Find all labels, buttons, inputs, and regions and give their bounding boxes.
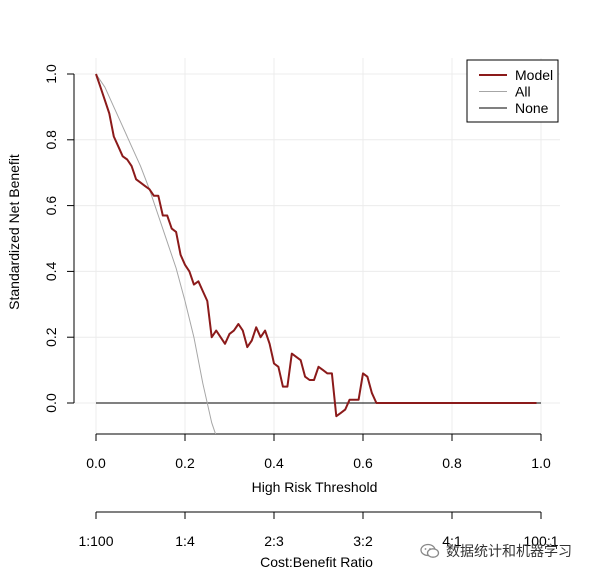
- x-tick-label-1: 0.2: [175, 455, 195, 471]
- y-tick-label-1: 0.2: [43, 327, 59, 347]
- watermark: 数据统计和机器学习: [420, 541, 572, 561]
- x-tick-label-0: 0.0: [86, 455, 106, 471]
- y-tick-label-4: 0.8: [43, 130, 59, 150]
- y-tick-label-2: 0.4: [43, 261, 59, 281]
- legend-label-none: None: [515, 100, 549, 116]
- secondary-tick-label-4: 4:1: [442, 533, 462, 549]
- secondary-axis-label: Cost:Benefit Ratio: [260, 554, 373, 570]
- y-tick-label-5: 1.0: [43, 64, 59, 84]
- y-axis-label: Standardized Net Benefit: [6, 154, 22, 310]
- series-line-model: [95, 73, 537, 418]
- x-tick-label-4: 0.8: [442, 455, 462, 471]
- legend-label-all: All: [515, 84, 531, 100]
- secondary-tick-label-0: 1:100: [78, 533, 113, 549]
- watermark-text: 数据统计和机器学习: [446, 544, 572, 560]
- y-tick-label-0: 0.0: [43, 393, 59, 413]
- x-tick-label-3: 0.6: [353, 455, 373, 471]
- secondary-tick-label-5: 100:1: [523, 533, 558, 549]
- x-tick-label-2: 0.4: [264, 455, 284, 471]
- x-tick-label-5: 1.0: [531, 455, 551, 471]
- secondary-tick-label-1: 1:4: [175, 533, 195, 549]
- x-axis-label: High Risk Threshold: [252, 479, 378, 495]
- secondary-tick-label-3: 3:2: [353, 533, 373, 549]
- wechat-icon: [420, 543, 440, 558]
- secondary-tick-label-2: 2:3: [264, 533, 284, 549]
- series-line-all: [95, 73, 217, 434]
- y-tick-label-3: 0.6: [43, 196, 59, 216]
- legend-label-model: Model: [515, 67, 553, 83]
